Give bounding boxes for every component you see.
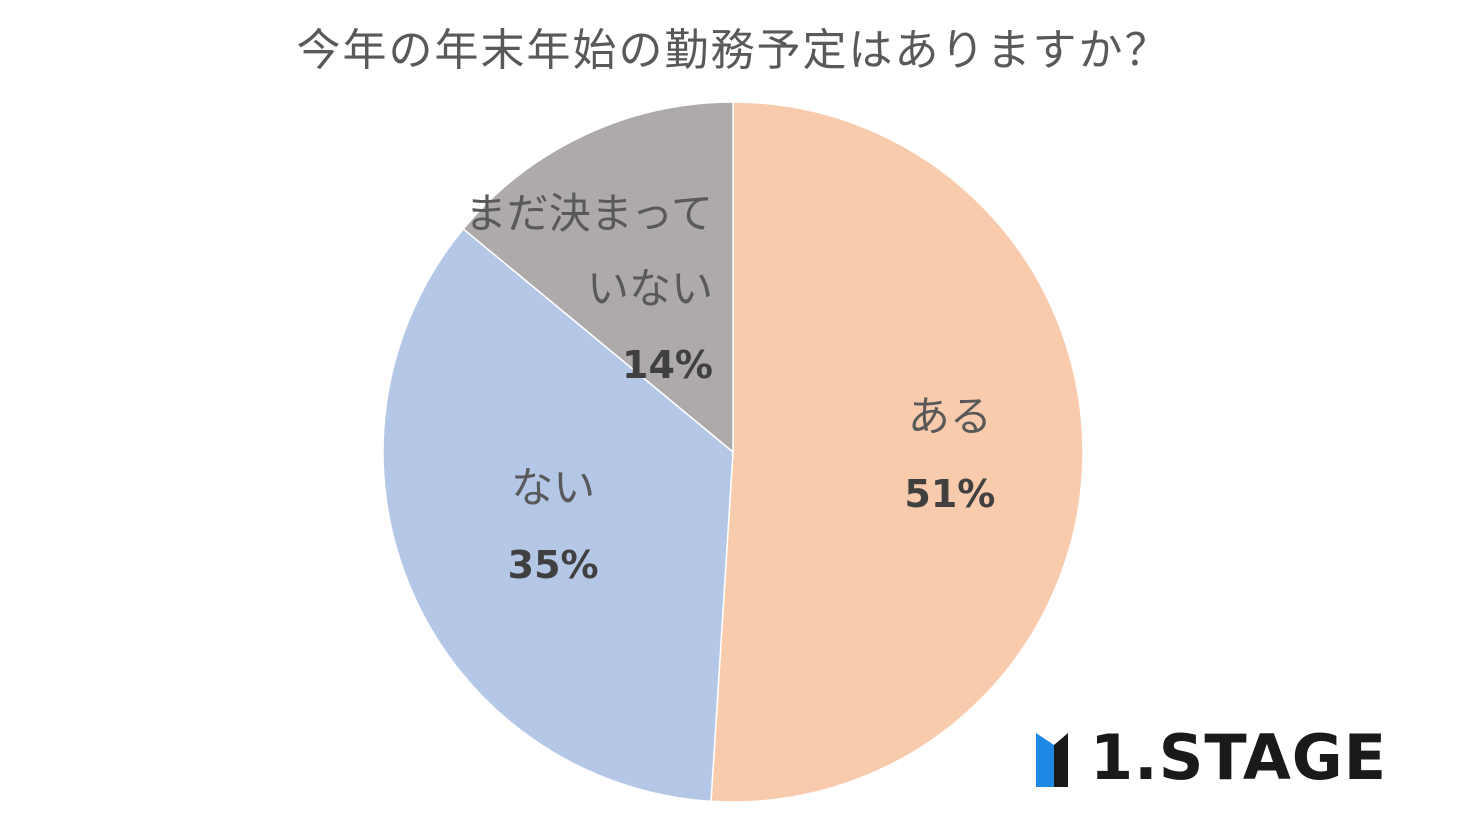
mstage-logo: 1.STAGE [1030, 722, 1387, 794]
slice-label: まだ決まって [465, 189, 713, 238]
chart-title: 今年の年末年始の勤務予定はありますか？ [296, 25, 1171, 76]
slice-value-label: 14% [622, 343, 713, 387]
pie-slice [462, 101, 734, 454]
slice-value-label: 35% [508, 543, 599, 587]
slice-label: いない [587, 264, 713, 313]
pie-slice [382, 227, 734, 803]
slice-value-label: 51% [904, 472, 995, 516]
slice-label: ある [908, 392, 992, 441]
logo-text: 1.STAGE [1090, 721, 1388, 794]
pie-slice [710, 101, 1084, 803]
slice-label: ない [511, 463, 595, 512]
m-stage-logo-mark-icon [1036, 733, 1068, 787]
